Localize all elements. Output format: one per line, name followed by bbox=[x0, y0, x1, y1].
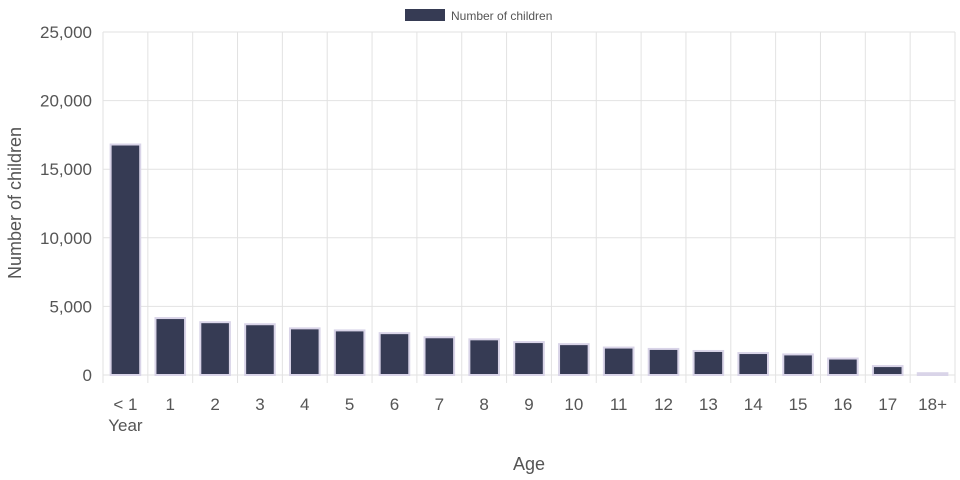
y-axis: 0 5,000 10,000 15,000 20,000 25,000 bbox=[40, 23, 92, 385]
bar[interactable] bbox=[827, 357, 859, 377]
y-tick-label: 15,000 bbox=[40, 160, 92, 179]
x-axis-title: Age bbox=[513, 454, 545, 474]
bar[interactable] bbox=[647, 347, 680, 377]
x-tick-label: 3 bbox=[255, 395, 264, 414]
y-tick-label: 0 bbox=[83, 366, 92, 385]
x-tick-label: 8 bbox=[479, 395, 488, 414]
x-tick-label: < 1 Year bbox=[108, 395, 143, 435]
x-tick-label: 17 bbox=[878, 395, 897, 414]
x-tick-label: 5 bbox=[345, 395, 354, 414]
bar[interactable] bbox=[513, 341, 545, 376]
x-tick-label: 14 bbox=[744, 395, 763, 414]
x-tick-label: 12 bbox=[654, 395, 673, 414]
bar[interactable] bbox=[558, 343, 590, 377]
x-tick-label: 13 bbox=[699, 395, 718, 414]
bar[interactable] bbox=[288, 327, 321, 376]
y-tick-label: 10,000 bbox=[40, 229, 92, 248]
x-tick-label: 2 bbox=[210, 395, 219, 414]
bar[interactable] bbox=[916, 372, 949, 376]
y-tick-label: 25,000 bbox=[40, 23, 92, 42]
x-tick-label: 18+ bbox=[918, 395, 947, 414]
bar[interactable] bbox=[871, 365, 904, 377]
bar[interactable] bbox=[468, 338, 500, 377]
legend[interactable]: Number of children bbox=[405, 9, 552, 23]
bar[interactable] bbox=[244, 323, 276, 376]
bar[interactable] bbox=[109, 143, 142, 376]
bars bbox=[109, 143, 949, 377]
grid bbox=[102, 31, 956, 383]
legend-label: Number of children bbox=[451, 9, 552, 23]
x-tick-label: 10 bbox=[564, 395, 583, 414]
bar[interactable] bbox=[423, 336, 456, 376]
x-tick-label: 15 bbox=[789, 395, 808, 414]
y-axis-title: Number of children bbox=[5, 127, 25, 279]
x-tick-label: 4 bbox=[300, 395, 309, 414]
bar[interactable] bbox=[333, 329, 366, 377]
bar[interactable] bbox=[602, 346, 635, 376]
y-tick-label: 20,000 bbox=[40, 92, 92, 111]
x-tick-label: 7 bbox=[435, 395, 444, 414]
bar[interactable] bbox=[737, 352, 770, 377]
bar[interactable] bbox=[199, 321, 231, 377]
bar[interactable] bbox=[782, 353, 814, 377]
x-tick-label: 9 bbox=[524, 395, 533, 414]
bar[interactable] bbox=[378, 332, 411, 376]
y-tick-label: 5,000 bbox=[49, 297, 92, 316]
legend-swatch bbox=[405, 9, 445, 21]
bar[interactable] bbox=[692, 349, 725, 376]
x-tick-label: 11 bbox=[610, 395, 628, 414]
x-tick-label: 6 bbox=[390, 395, 399, 414]
x-tick-label: 16 bbox=[833, 395, 852, 414]
x-tick-label: 1 bbox=[166, 395, 175, 414]
bar[interactable] bbox=[154, 317, 187, 377]
